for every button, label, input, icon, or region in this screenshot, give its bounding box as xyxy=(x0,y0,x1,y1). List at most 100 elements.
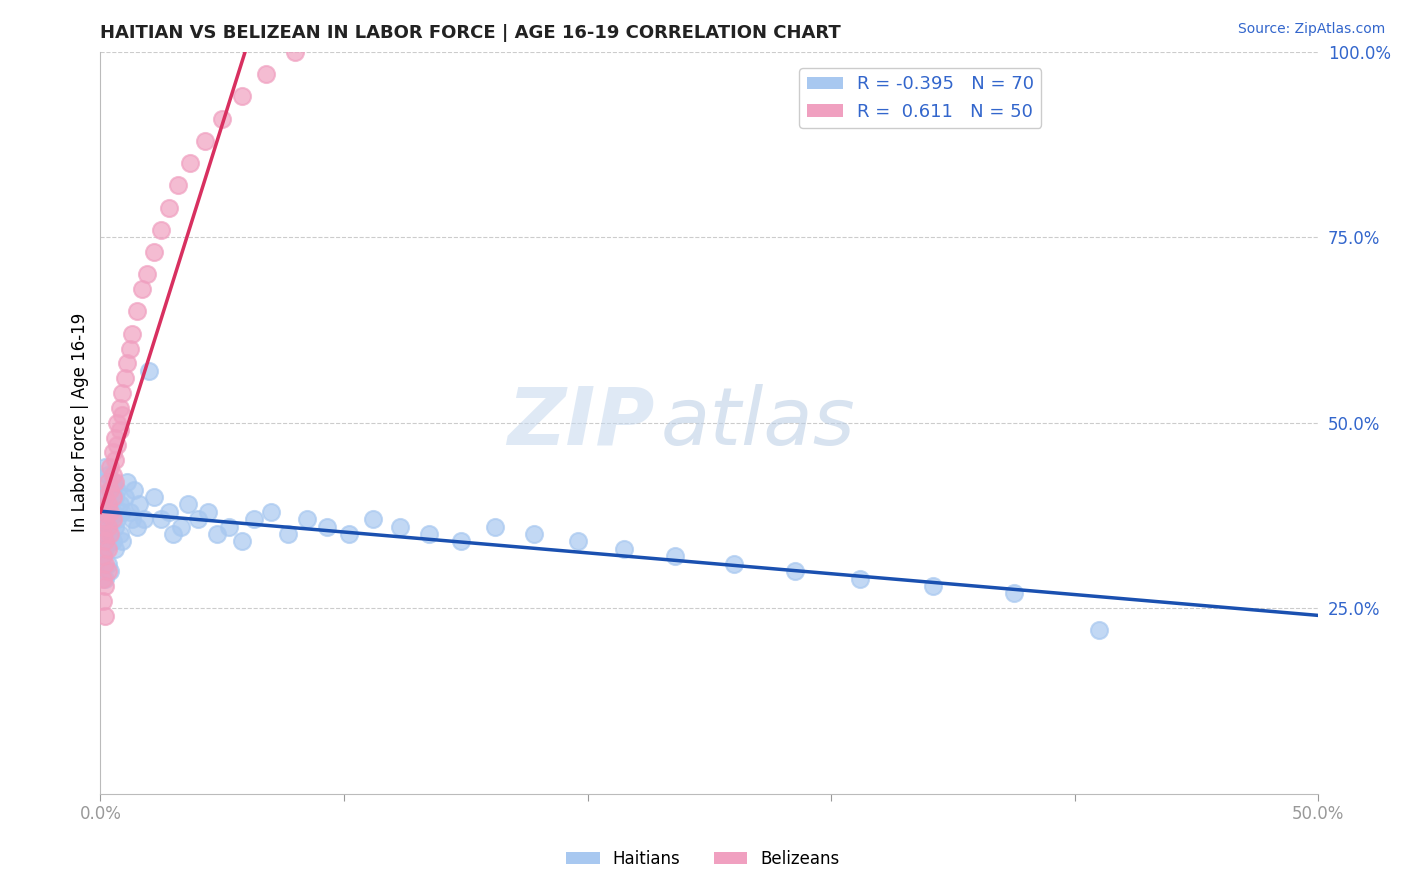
Point xyxy=(104,431,127,445)
Point xyxy=(121,326,143,341)
Point xyxy=(114,371,136,385)
Point xyxy=(101,467,124,482)
Point xyxy=(104,453,127,467)
Point xyxy=(111,409,134,423)
Point xyxy=(337,527,360,541)
Point xyxy=(101,534,124,549)
Point xyxy=(450,534,472,549)
Point xyxy=(118,505,141,519)
Point xyxy=(104,541,127,556)
Point xyxy=(177,497,200,511)
Point xyxy=(107,438,129,452)
Point xyxy=(134,512,156,526)
Point xyxy=(108,497,131,511)
Point xyxy=(388,519,411,533)
Point xyxy=(97,557,120,571)
Point xyxy=(664,549,686,564)
Point xyxy=(170,519,193,533)
Point xyxy=(194,134,217,148)
Point xyxy=(849,572,872,586)
Point xyxy=(567,534,589,549)
Point xyxy=(94,490,117,504)
Point xyxy=(97,497,120,511)
Point xyxy=(111,505,134,519)
Point xyxy=(97,467,120,482)
Point xyxy=(243,512,266,526)
Point xyxy=(179,156,201,170)
Point xyxy=(211,112,233,126)
Point xyxy=(254,67,277,81)
Point xyxy=(138,364,160,378)
Point xyxy=(142,490,165,504)
Point xyxy=(94,490,117,504)
Point xyxy=(94,512,117,526)
Point xyxy=(114,490,136,504)
Point xyxy=(315,519,337,533)
Text: ZIP: ZIP xyxy=(508,384,655,462)
Point xyxy=(187,512,209,526)
Point xyxy=(98,483,121,497)
Point xyxy=(218,519,240,533)
Point xyxy=(107,512,129,526)
Point xyxy=(98,564,121,578)
Point xyxy=(150,512,173,526)
Point xyxy=(91,594,114,608)
Point xyxy=(207,527,229,541)
Point xyxy=(98,527,121,541)
Point xyxy=(124,483,146,497)
Point xyxy=(121,512,143,526)
Point xyxy=(135,268,157,282)
Point xyxy=(108,401,131,415)
Point xyxy=(107,483,129,497)
Point xyxy=(150,223,173,237)
Point xyxy=(97,541,120,556)
Point xyxy=(91,549,114,564)
Point xyxy=(91,475,114,489)
Point xyxy=(125,304,148,318)
Text: Source: ZipAtlas.com: Source: ZipAtlas.com xyxy=(1237,22,1385,37)
Point xyxy=(157,201,180,215)
Point xyxy=(91,527,114,541)
Point xyxy=(115,356,138,370)
Point xyxy=(101,505,124,519)
Point xyxy=(98,460,121,475)
Point xyxy=(98,512,121,526)
Point xyxy=(484,519,506,533)
Point xyxy=(111,386,134,401)
Legend: R = -0.395   N = 70, R =  0.611   N = 50: R = -0.395 N = 70, R = 0.611 N = 50 xyxy=(799,69,1042,128)
Point xyxy=(167,178,190,193)
Point xyxy=(91,527,114,541)
Point xyxy=(94,460,117,475)
Point xyxy=(523,527,546,541)
Point xyxy=(783,564,806,578)
Point xyxy=(94,572,117,586)
Point xyxy=(94,519,117,533)
Point xyxy=(723,557,745,571)
Point xyxy=(91,549,114,564)
Point xyxy=(131,282,153,296)
Point xyxy=(91,505,114,519)
Point xyxy=(108,527,131,541)
Point xyxy=(108,423,131,437)
Point xyxy=(115,475,138,489)
Point xyxy=(94,541,117,556)
Point xyxy=(1088,624,1111,638)
Point xyxy=(231,534,253,549)
Point xyxy=(107,416,129,430)
Point xyxy=(613,541,636,556)
Point xyxy=(101,512,124,526)
Point xyxy=(98,483,121,497)
Point xyxy=(104,519,127,533)
Point xyxy=(91,505,114,519)
Point xyxy=(125,519,148,533)
Point xyxy=(98,534,121,549)
Point xyxy=(94,557,117,571)
Point xyxy=(284,45,307,59)
Point xyxy=(97,519,120,533)
Point xyxy=(94,579,117,593)
Point xyxy=(142,245,165,260)
Point xyxy=(197,505,219,519)
Point xyxy=(1002,586,1025,600)
Point xyxy=(91,572,114,586)
Point xyxy=(101,475,124,489)
